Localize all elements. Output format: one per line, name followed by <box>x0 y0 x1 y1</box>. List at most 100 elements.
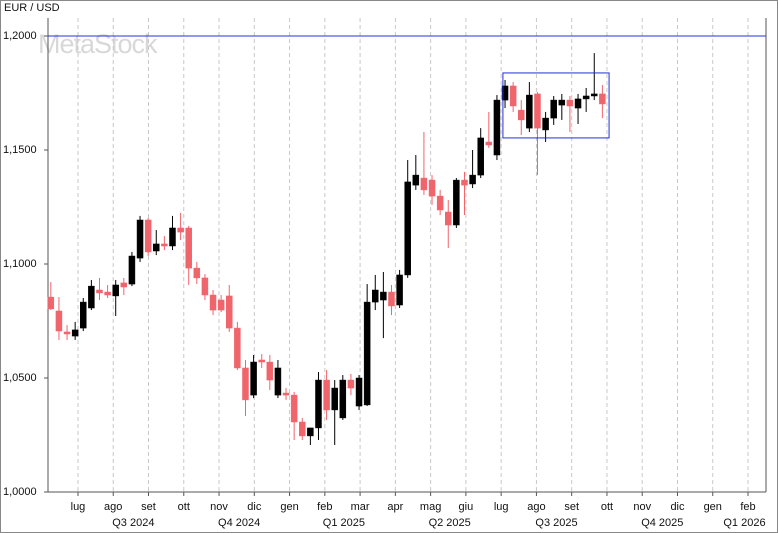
candle-body <box>250 361 257 396</box>
candle-body <box>534 93 541 129</box>
candle-body <box>558 99 566 106</box>
candle-body <box>355 377 363 407</box>
candle-body <box>477 137 484 176</box>
x-tick-label: dic <box>247 501 262 513</box>
candle-body <box>485 141 493 146</box>
candle-body <box>226 295 233 329</box>
x-quarter-label: Q4 2025 <box>641 517 683 529</box>
candle-body <box>96 289 103 294</box>
x-tick-label: feb <box>740 501 755 513</box>
x-tick-label: ago <box>104 501 122 513</box>
x-tick-label: set <box>141 501 156 513</box>
x-tick-label: ago <box>527 501 545 513</box>
x-tick-label: dic <box>670 501 685 513</box>
candle-body <box>282 392 290 396</box>
x-tick-label: mar <box>351 501 370 513</box>
candle-body <box>104 291 111 296</box>
candle-body <box>144 219 152 253</box>
chart-title: EUR / USD <box>4 2 60 14</box>
candle-body <box>542 117 549 131</box>
candle-body <box>47 296 55 310</box>
candle-body <box>242 367 249 401</box>
candle-body <box>331 387 338 411</box>
candle-body <box>63 331 71 335</box>
candle-body <box>501 85 509 101</box>
candle-body <box>112 284 119 297</box>
y-tick-label: 1,2000 <box>3 30 37 42</box>
x-quarter-label: Q1 2026 <box>723 517 765 529</box>
x-quarter-label: Q1 2025 <box>323 517 365 529</box>
candle-body <box>526 94 533 129</box>
watermark: MetaStock <box>38 29 158 59</box>
candle-body <box>209 294 217 311</box>
candle-body <box>80 301 87 329</box>
candle-body <box>363 301 371 406</box>
x-quarter-label: Q3 2025 <box>535 517 577 529</box>
candle-body <box>412 174 420 186</box>
candle-body <box>55 310 63 332</box>
candle-body <box>258 359 265 363</box>
candle-body <box>120 282 128 288</box>
candle-body <box>339 379 347 419</box>
candle-body <box>217 299 225 311</box>
candle-body <box>201 277 209 296</box>
x-tick-label: set <box>564 501 579 513</box>
candle-body <box>591 93 598 97</box>
candle-body <box>509 85 517 107</box>
candle-body <box>518 109 525 121</box>
candle-body <box>307 427 314 437</box>
x-tick-label: nov <box>210 501 228 513</box>
x-quarter-label: Q4 2024 <box>218 517 260 529</box>
candle-body <box>193 267 201 279</box>
candle-body <box>582 95 590 100</box>
candle-body <box>136 219 144 259</box>
x-tick-label: ott <box>601 501 613 513</box>
annotation-box <box>502 72 610 139</box>
candle-body <box>453 179 460 226</box>
candle-body <box>315 379 322 429</box>
candle-body <box>185 227 192 269</box>
x-tick-label: gen <box>704 501 722 513</box>
candle-body <box>469 174 476 185</box>
y-tick-label: 1,1000 <box>3 258 37 270</box>
x-tick-label: lug <box>71 501 86 513</box>
candle-body <box>274 367 282 396</box>
candle-body <box>169 227 176 247</box>
candle-body <box>380 291 387 301</box>
x-tick-label: lug <box>494 501 509 513</box>
x-tick-label: mag <box>420 501 441 513</box>
candle-body <box>323 379 330 411</box>
candle-body <box>128 255 136 285</box>
candle-body <box>290 394 298 423</box>
candle-body <box>177 227 184 233</box>
candle-body <box>347 379 355 389</box>
x-tick-label: giu <box>459 501 474 513</box>
candle-body <box>461 179 468 186</box>
candle-body <box>372 289 379 303</box>
candle-body <box>599 93 606 105</box>
x-tick-label: feb <box>317 501 332 513</box>
candle-body <box>493 99 501 156</box>
candle-body <box>445 211 452 226</box>
y-tick-label: 1,1500 <box>3 144 37 156</box>
candle-body <box>436 195 444 211</box>
candle-body <box>396 274 403 306</box>
candle-body <box>566 99 574 107</box>
candle-body <box>420 177 428 191</box>
candle-body <box>550 99 557 119</box>
candle-body <box>388 291 395 307</box>
candle-body <box>404 181 411 276</box>
x-tick-label: apr <box>387 501 403 513</box>
x-quarter-label: Q3 2024 <box>112 517 154 529</box>
y-tick-label: 1,0500 <box>3 372 37 384</box>
y-tick-label: 1,0000 <box>3 486 37 498</box>
x-quarter-label: Q2 2025 <box>429 517 471 529</box>
candle-body <box>299 421 306 437</box>
candle-body <box>88 285 95 309</box>
candle-body <box>428 179 436 197</box>
candle-body <box>71 329 79 337</box>
x-tick-label: gen <box>280 501 298 513</box>
